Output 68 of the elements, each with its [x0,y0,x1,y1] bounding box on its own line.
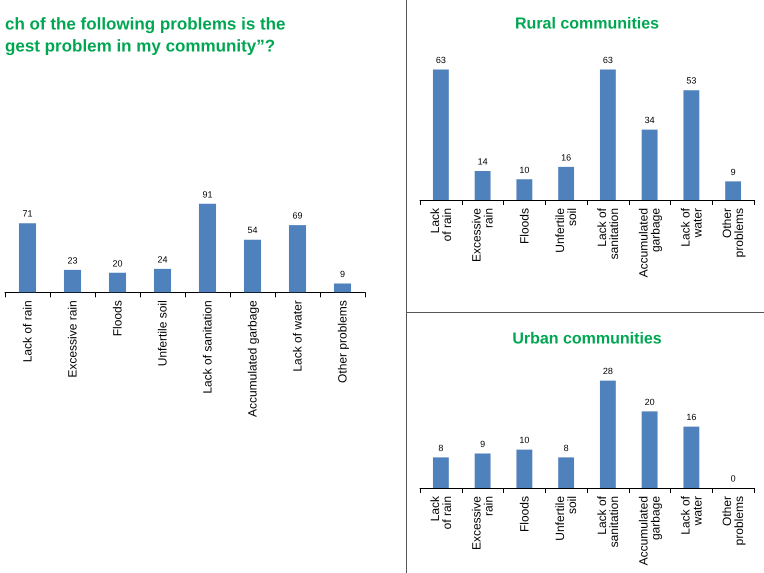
bar [725,181,742,200]
x-tick-label: Floods [517,208,532,244]
data-label: 16 [561,152,572,162]
data-label: 54 [247,225,258,236]
chart-title: Urban communities [512,330,662,348]
bar [516,179,532,200]
chart-title: ch of the following problems is the gest problem in my community”? [5,14,286,56]
bar [683,426,700,488]
data-label: 9 [730,166,736,177]
data-label: 20 [644,396,655,407]
x-tick-label: Excessive rain [470,496,496,550]
x-tick-label: Unfertile soil [553,496,580,541]
data-label: 0 [730,474,736,484]
x-tick-label: Unfertile soil [553,208,580,253]
bar [432,70,449,200]
x-tick-label: Lack of rain [428,207,454,242]
bar [64,270,82,292]
data-label: 53 [686,76,696,86]
bar [244,240,262,292]
bar [198,204,216,292]
data-label: 34 [644,115,655,126]
data-label: 91 [202,189,213,200]
data-label: 14 [478,156,488,166]
bar [154,268,172,292]
bar [474,454,491,488]
x-tick-label: Lack of sanitation [200,300,214,394]
data-label: 23 [67,255,78,266]
x-tick-label: Floods [110,300,124,336]
bar [474,171,491,200]
x-tick-label: Accumulated garbage [246,300,260,418]
x-tick-label: Lack of water [678,207,704,247]
x-tick-label: Lack of rain [428,495,454,530]
bar [642,130,658,200]
bar [108,272,126,292]
bar [18,223,36,292]
bar [558,457,574,488]
bar [288,225,306,292]
x-tick-label: Excessive rain [66,300,80,378]
data-label: 28 [602,366,613,376]
data-label: 63 [602,55,613,65]
data-label: 8 [564,442,569,453]
data-label: 9 [340,269,346,280]
x-tick-label: Lack of water [290,300,304,372]
x-tick-label: Excessive rain [470,208,496,262]
data-label: 20 [112,258,123,268]
x-tick-label: Unfertile soil [156,300,170,366]
data-label: 10 [519,435,530,446]
bar [334,284,352,292]
data-label: 63 [436,55,446,65]
data-label: 9 [480,439,486,449]
x-tick-label: Lack of water [678,495,704,535]
bar [432,457,449,488]
x-tick-label: Other problems [336,300,350,383]
bar [642,411,658,488]
x-tick-label: Floods [517,496,532,532]
data-label: 16 [686,412,696,422]
x-tick-label: Lack of rain [20,300,34,362]
bar [600,70,616,200]
data-label: 24 [157,254,168,264]
chart-title: Rural communities [514,16,660,32]
data-label: 69 [292,210,303,221]
data-label: 10 [519,164,530,175]
data-label: 71 [22,208,33,219]
data-label: 8 [438,442,444,453]
bar [600,380,616,488]
bar [683,90,700,200]
bar [516,450,532,488]
bar [558,166,574,200]
